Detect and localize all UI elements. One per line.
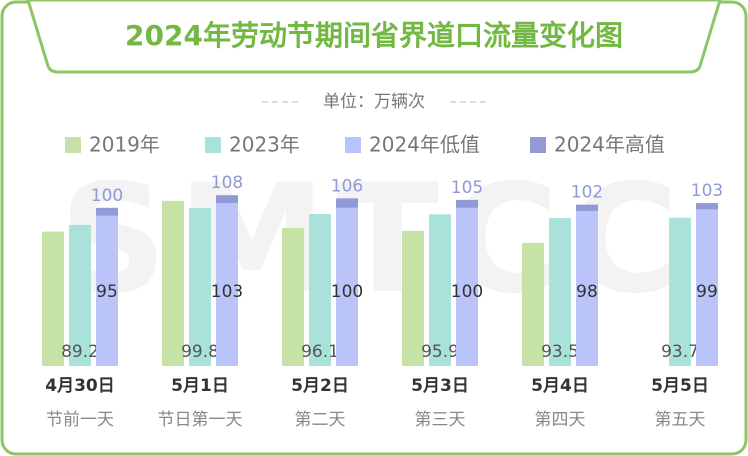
- x-tick-label: 4月30日: [45, 376, 115, 396]
- value-label: 100: [451, 282, 483, 302]
- x-tick-label: 5月5日: [651, 376, 709, 396]
- bar-high: [216, 195, 238, 204]
- bar: [216, 203, 238, 366]
- bar: [549, 218, 571, 366]
- x-sub-label: 第三天: [415, 410, 466, 430]
- value-label: 105: [451, 178, 483, 198]
- value-label: 95: [96, 282, 118, 302]
- bar-high: [96, 207, 118, 216]
- legend-label: 2019年: [89, 133, 160, 157]
- legend-label: 2023年: [229, 133, 300, 157]
- legend-label: 2024年低值: [369, 133, 480, 157]
- x-tick-label: 5月2日: [291, 376, 349, 396]
- value-label: 99: [696, 282, 718, 302]
- bar: [429, 214, 451, 366]
- x-sub-label: 节前一天: [46, 410, 114, 430]
- subtitle: 单位：万辆次: [323, 92, 425, 112]
- value-label: 100: [91, 186, 123, 206]
- x-sub-label: 第二天: [295, 410, 346, 430]
- value-label: 102: [571, 183, 603, 203]
- legend-swatch: [65, 137, 81, 153]
- value-label: 95.9: [421, 342, 459, 362]
- bar: [96, 215, 118, 366]
- bar: [576, 210, 598, 366]
- value-label: 106: [331, 176, 363, 196]
- value-label: 93.7: [661, 342, 699, 362]
- value-label: 98: [576, 282, 598, 302]
- x-tick-label: 5月3日: [411, 376, 469, 396]
- bar-high: [336, 198, 358, 208]
- bar: [69, 224, 91, 366]
- value-label: 103: [211, 282, 243, 302]
- legend-swatch: [530, 137, 546, 153]
- legend-label: 2024年高值: [554, 133, 665, 157]
- bar: [696, 209, 718, 366]
- value-label: 100: [331, 282, 363, 302]
- bar: [456, 207, 478, 366]
- value-label: 99.8: [181, 342, 219, 362]
- bar: [402, 230, 424, 366]
- value-label: 93.5: [541, 342, 579, 362]
- bar: [162, 200, 184, 366]
- x-sub-label: 第五天: [655, 410, 706, 430]
- value-label: 96.1: [301, 342, 339, 362]
- bar-high: [576, 204, 598, 211]
- x-sub-label: 第四天: [535, 410, 586, 430]
- chart-title: 2024年劳动节期间省界道口流量变化图: [125, 19, 623, 52]
- title-box: [26, 0, 722, 74]
- x-sub-label: 节日第一天: [158, 410, 243, 430]
- bar: [669, 217, 691, 366]
- value-label: 89.2: [61, 342, 99, 362]
- x-tick-label: 5月1日: [171, 376, 229, 396]
- bar: [336, 207, 358, 366]
- bar: [42, 231, 64, 366]
- bar: [189, 208, 211, 366]
- legend-swatch: [345, 137, 361, 153]
- x-tick-label: 5月4日: [531, 376, 589, 396]
- value-label: 103: [691, 181, 723, 201]
- value-label: 108: [211, 173, 243, 193]
- bar: [282, 227, 304, 366]
- bar-high: [696, 203, 718, 210]
- legend-swatch: [205, 137, 221, 153]
- bar-high: [456, 199, 478, 208]
- bar: [522, 242, 544, 366]
- bar: [309, 213, 331, 366]
